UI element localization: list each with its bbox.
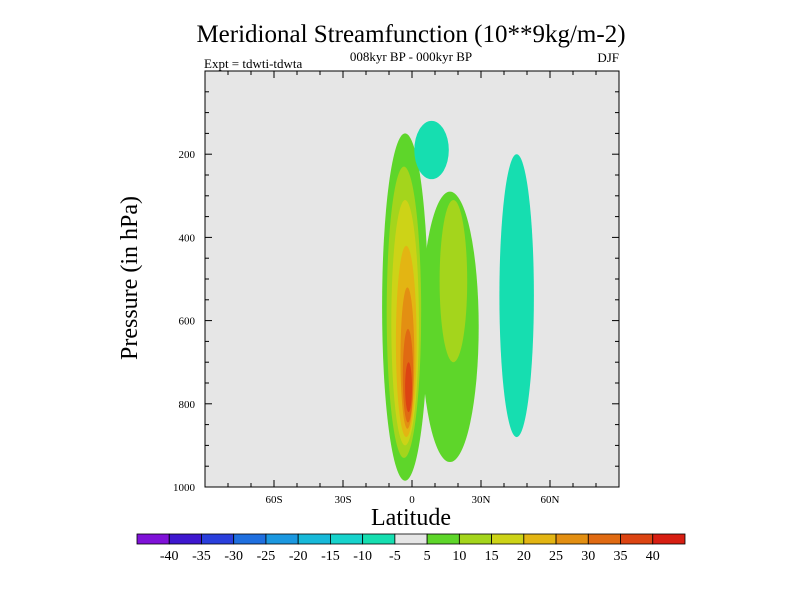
- contour-regions: [382, 120, 534, 481]
- x-tick-label-0: 60S: [265, 494, 282, 506]
- chart-title: Meridional Streamfunction (10**9kg/m-2): [196, 21, 625, 48]
- contour-region-9: [414, 120, 449, 180]
- contour-region-8: [439, 199, 468, 363]
- colorbar-label-0: -40: [160, 549, 179, 564]
- y-tick-label-2: 600: [179, 316, 196, 328]
- x-tick-label-1: 30S: [334, 494, 351, 506]
- colorbar-label-2: -30: [224, 549, 243, 564]
- chart-subtitle: 008kyr BP - 000kyr BP: [350, 49, 472, 64]
- colorbar-label-11: 20: [517, 549, 531, 564]
- experiment-label: Expt = tdwti-tdwta: [204, 56, 303, 71]
- colorbar-label-7: -5: [389, 549, 401, 564]
- axis-ticks: 60S 30S 0 30N 60N 200 400 600 800 1000: [173, 71, 619, 506]
- colorbar-label-1: -35: [192, 549, 211, 564]
- colorbar-box-12: [523, 533, 557, 545]
- colorbar-box-6: [330, 533, 364, 545]
- colorbar-box-14: [587, 533, 621, 545]
- colorbar-label-12: 25: [549, 549, 563, 564]
- colorbar-box-10: [458, 533, 492, 545]
- colorbar-label-4: -20: [289, 549, 308, 564]
- colorbar-box-15: [620, 533, 654, 545]
- contour-region-6: [405, 362, 412, 413]
- colorbar-box-0: [136, 533, 170, 545]
- colorbar-box-16: [652, 533, 686, 545]
- colorbar-label-10: 15: [485, 549, 499, 564]
- colorbar-box-11: [491, 533, 525, 545]
- colorbar: -40 -35 -30 -25 -20 -15 -10 -5 5 10 15 20 25 30 35 40: [136, 533, 686, 564]
- colorbar-box-1: [168, 533, 202, 545]
- contour-region-10: [499, 154, 534, 438]
- x-tick-label-4: 60N: [541, 494, 560, 506]
- colorbar-label-9: 10: [452, 549, 466, 564]
- colorbar-box-4: [265, 533, 299, 545]
- x-tick-label-3: 30N: [472, 494, 491, 506]
- x-tick-label-2: 0: [409, 494, 415, 506]
- y-tick-label-1: 400: [179, 232, 196, 244]
- season-label: DJF: [597, 50, 619, 65]
- colorbar-box-7: [362, 533, 396, 545]
- colorbar-label-15: 40: [646, 549, 660, 564]
- colorbar-label-5: -15: [321, 549, 340, 564]
- colorbar-box-13: [555, 533, 589, 545]
- colorbar-box-3: [233, 533, 267, 545]
- colorbar-box-2: [201, 533, 235, 545]
- colorbar-label-8: 5: [424, 549, 431, 564]
- x-axis-label: Latitude: [371, 505, 451, 531]
- y-tick-label-0: 200: [179, 149, 196, 161]
- y-axis-label: Pressure (in hPa): [117, 196, 143, 360]
- colorbar-box-9: [426, 533, 460, 545]
- y-tick-label-3: 800: [179, 399, 196, 411]
- colorbar-label-13: 30: [581, 549, 595, 564]
- colorbar-label-6: -10: [353, 549, 372, 564]
- colorbar-box-5: [297, 533, 331, 545]
- colorbar-label-3: -25: [257, 549, 276, 564]
- colorbar-label-14: 35: [614, 549, 628, 564]
- colorbar-box-8: [394, 533, 428, 545]
- y-tick-label-4: 1000: [173, 482, 196, 494]
